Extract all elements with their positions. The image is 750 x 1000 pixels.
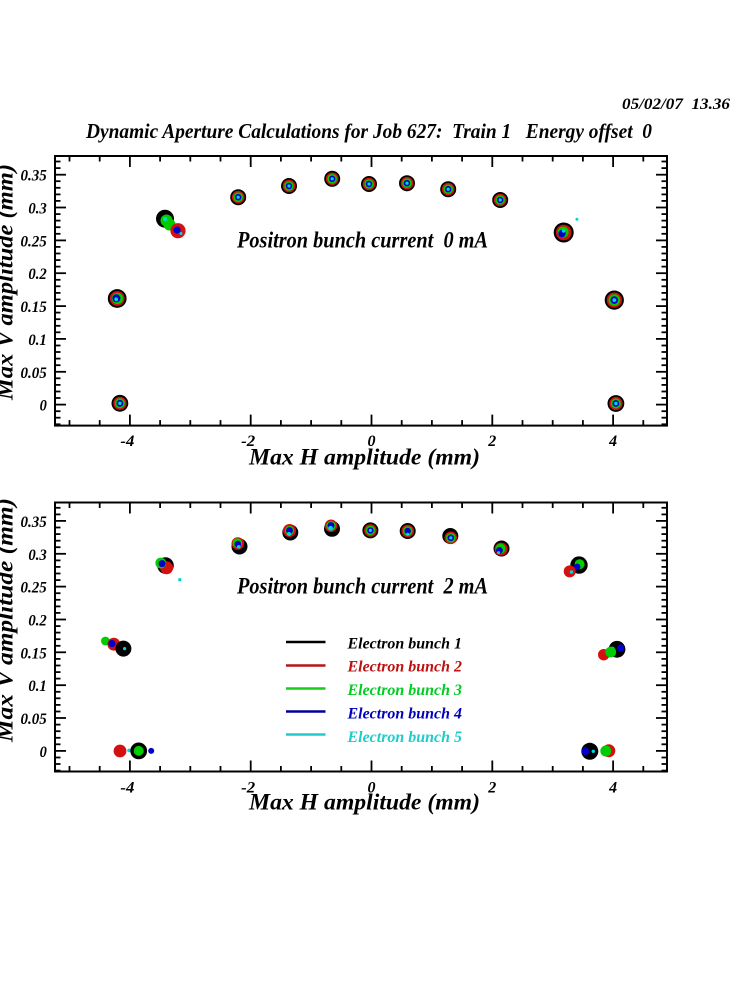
- svg-text:-2: -2: [241, 433, 255, 450]
- svg-text:Electron bunch 5: Electron bunch 5: [346, 729, 462, 746]
- svg-text:0.1: 0.1: [28, 678, 46, 695]
- svg-text:0.25: 0.25: [21, 580, 47, 597]
- svg-text:0.35: 0.35: [21, 168, 47, 185]
- svg-text:0.15: 0.15: [21, 645, 47, 662]
- svg-text:2: 2: [487, 780, 496, 797]
- svg-text:Max H amplitude (mm): Max H amplitude (mm): [248, 444, 480, 470]
- svg-text:0: 0: [40, 398, 47, 415]
- svg-text:Electron bunch 2: Electron bunch 2: [346, 659, 462, 676]
- svg-text:Max H amplitude (mm): Max H amplitude (mm): [248, 790, 480, 816]
- svg-text:Electron bunch 3: Electron bunch 3: [346, 682, 462, 699]
- svg-text:0: 0: [40, 744, 47, 761]
- svg-text:Max V amplitude (mm): Max V amplitude (mm): [0, 164, 19, 401]
- svg-text:0.2: 0.2: [28, 613, 46, 630]
- svg-text:Dynamic Aperture Calculations: Dynamic Aperture Calculations for Job 62…: [85, 119, 652, 143]
- svg-text:0.3: 0.3: [28, 547, 46, 564]
- svg-text:Max V amplitude (mm): Max V amplitude (mm): [0, 498, 19, 743]
- svg-text:4: 4: [608, 780, 617, 797]
- svg-text:0: 0: [368, 433, 376, 450]
- svg-text:4: 4: [608, 433, 617, 450]
- svg-text:Positron bunch current 0 mA: Positron bunch current 0 mA: [236, 227, 488, 253]
- svg-text:0: 0: [368, 780, 376, 797]
- svg-text:Electron bunch 4: Electron bunch 4: [346, 706, 462, 723]
- svg-text:0.3: 0.3: [28, 201, 46, 218]
- svg-text:0.05: 0.05: [21, 711, 47, 728]
- svg-text:Positron bunch current 2 mA: Positron bunch current 2 mA: [236, 573, 488, 599]
- svg-text:0.05: 0.05: [21, 365, 47, 382]
- svg-text:0.25: 0.25: [21, 233, 47, 250]
- svg-text:-4: -4: [120, 433, 134, 450]
- svg-text:2: 2: [487, 433, 496, 450]
- svg-text:0.15: 0.15: [21, 299, 47, 316]
- svg-text:0.1: 0.1: [28, 332, 46, 349]
- svg-text:Electron bunch 1: Electron bunch 1: [346, 635, 462, 652]
- svg-text:-2: -2: [241, 780, 255, 797]
- svg-text:0.35: 0.35: [21, 514, 47, 531]
- svg-text:-4: -4: [120, 780, 134, 797]
- svg-text:0.2: 0.2: [28, 266, 46, 283]
- svg-text:05/02/07 13.36: 05/02/07 13.36: [622, 96, 730, 113]
